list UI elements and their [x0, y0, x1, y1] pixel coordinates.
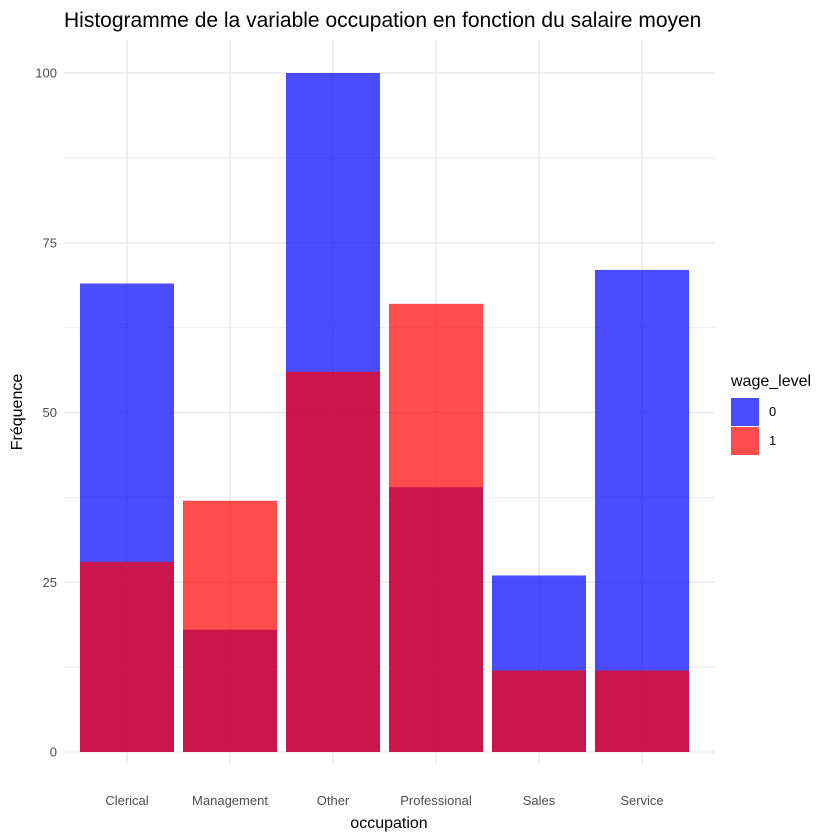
bar-service-level-1 [595, 670, 689, 752]
y-tick-label: 100 [35, 66, 57, 81]
bar-sales-level-1 [492, 670, 586, 752]
bar-professional-level-1 [389, 303, 483, 752]
legend-label-0: 0 [769, 404, 776, 419]
legend-items: 01 [731, 398, 776, 455]
x-tick-label: Management [192, 793, 268, 808]
bar-clerical-level-1 [80, 561, 174, 752]
x-tick-label: Professional [400, 793, 472, 808]
legend-key-0 [731, 398, 759, 426]
x-tick-label: Clerical [105, 793, 148, 808]
x-tick-label: Service [620, 793, 663, 808]
legend-label-1: 1 [769, 433, 776, 448]
x-axis-title: occupation [350, 815, 427, 832]
y-axis-ticks: 0 25 50 75 100 [35, 66, 57, 760]
x-tick-label: Other [317, 793, 350, 808]
y-tick-label: 25 [43, 575, 57, 590]
bar-management-level-1 [183, 500, 277, 752]
x-axis-ticks: Clerical Management Other Professional Sales… [105, 793, 663, 808]
legend-title: wage_level [730, 373, 811, 390]
y-axis-title: Fréquence [9, 374, 26, 451]
legend: wage_level 01 [730, 373, 811, 455]
y-tick-label: 50 [43, 405, 57, 420]
y-tick-label: 75 [43, 235, 57, 250]
y-tick-label: 0 [50, 745, 57, 760]
bars [80, 73, 689, 752]
chart-title: Histogramme de la variable occupation en… [64, 9, 701, 32]
legend-key-1 [731, 427, 759, 455]
x-tick-label: Sales [523, 793, 556, 808]
bar-other-level-1 [286, 371, 380, 752]
